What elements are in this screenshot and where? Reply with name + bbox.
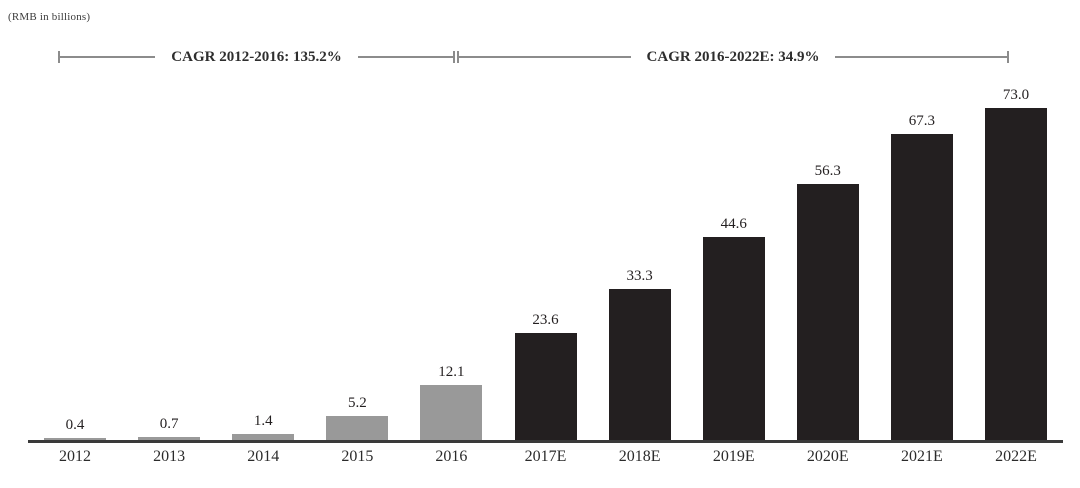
x-tick-label-2015: 2015 (341, 448, 374, 465)
x-tick-label-2021e: 2021E (901, 448, 943, 465)
bracket-line (835, 56, 1008, 58)
bracket-line (60, 56, 156, 58)
cagr-bracket-2012-2016: CAGR 2012-2016: 135.2% (58, 47, 455, 67)
bar-slot-2016: 12.1 (404, 70, 498, 440)
bar-value-label: 12.1 (438, 364, 465, 380)
bar-value-label: 44.6 (720, 216, 747, 232)
bar-slot-2015: 5.2 (310, 70, 404, 440)
bracket-left-tick (58, 51, 60, 63)
bar-2015 (326, 416, 389, 440)
bracket-right-tick (1007, 51, 1010, 63)
bar-2017e (514, 333, 577, 440)
bar-2014 (232, 434, 295, 440)
x-tick-label-2012: 2012 (59, 448, 92, 465)
bar-value-label: 23.6 (532, 312, 559, 328)
bar-slot-2014: 1.4 (216, 70, 310, 440)
x-tick-label-2022e: 2022E (995, 448, 1037, 465)
bar-slot-2021e: 67.3 (875, 70, 969, 440)
x-tick-label-2017e: 2017E (524, 448, 567, 465)
bar-slot-2013: 0.7 (122, 70, 216, 440)
x-tick-label-2016: 2016 (435, 448, 468, 465)
bracket-line (357, 56, 453, 58)
bar-2018e (608, 289, 671, 440)
cagr-bracket-2016-2022e: CAGR 2016-2022E: 34.9% (457, 47, 1010, 67)
x-tick-label-2014: 2014 (247, 448, 280, 465)
bar-value-label: 56.3 (814, 163, 841, 179)
bar-2022e (984, 108, 1047, 440)
bar-slot-2020e: 56.3 (781, 70, 875, 440)
bar-2020e (796, 184, 859, 440)
bar-2012 (44, 438, 107, 440)
bar-value-label: 0.4 (65, 417, 85, 433)
x-tick-label-2013: 2013 (153, 448, 186, 465)
bar-2016 (420, 385, 483, 440)
cagr-label-2016-2022e: CAGR 2016-2022E: 34.9% (646, 48, 820, 65)
bars-row: 0.4 0.7 1.4 5.2 12.1 23.6 33.3 44.6 56.3 67.3 73.0 (28, 70, 1063, 440)
bracket-line (459, 56, 631, 58)
bar-2013 (138, 437, 201, 440)
bar-value-label: 5.2 (347, 395, 367, 411)
cagr-label-2012-2016: CAGR 2012-2016: 135.2% (171, 48, 342, 65)
bar-chart: 0.4 0.7 1.4 5.2 12.1 23.6 33.3 44.6 56.3 67.3 73.0… (28, 70, 1063, 466)
bar-slot-2017e: 23.6 (498, 70, 592, 440)
units-label: (RMB in billions) (8, 11, 91, 23)
x-axis-line (28, 440, 1063, 443)
bracket-left-tick (457, 51, 459, 63)
bar-slot-2018e: 33.3 (593, 70, 687, 440)
bar-value-label: 67.3 (908, 113, 936, 129)
x-axis-labels: 2012 2013 2014 2015 2016 2017E 2018E 2019E 2020E… (28, 443, 1063, 466)
bar-slot-2022e: 73.0 (969, 70, 1063, 440)
x-tick-label-2018e: 2018E (618, 448, 661, 465)
x-tick-label-2020e: 2020E (806, 448, 849, 465)
x-tick-label-2019e: 2019E (712, 448, 755, 465)
bar-value-label: 0.7 (159, 416, 179, 432)
bar-value-label: 33.3 (626, 268, 653, 284)
bar-2021e (890, 134, 953, 440)
bar-slot-2012: 0.4 (28, 70, 122, 440)
bar-slot-2019e: 44.6 (687, 70, 781, 440)
bar-value-label: 73.0 (1002, 87, 1030, 103)
bar-2019e (702, 237, 765, 440)
bar-value-label: 1.4 (253, 413, 273, 429)
bracket-right-tick (453, 51, 455, 63)
